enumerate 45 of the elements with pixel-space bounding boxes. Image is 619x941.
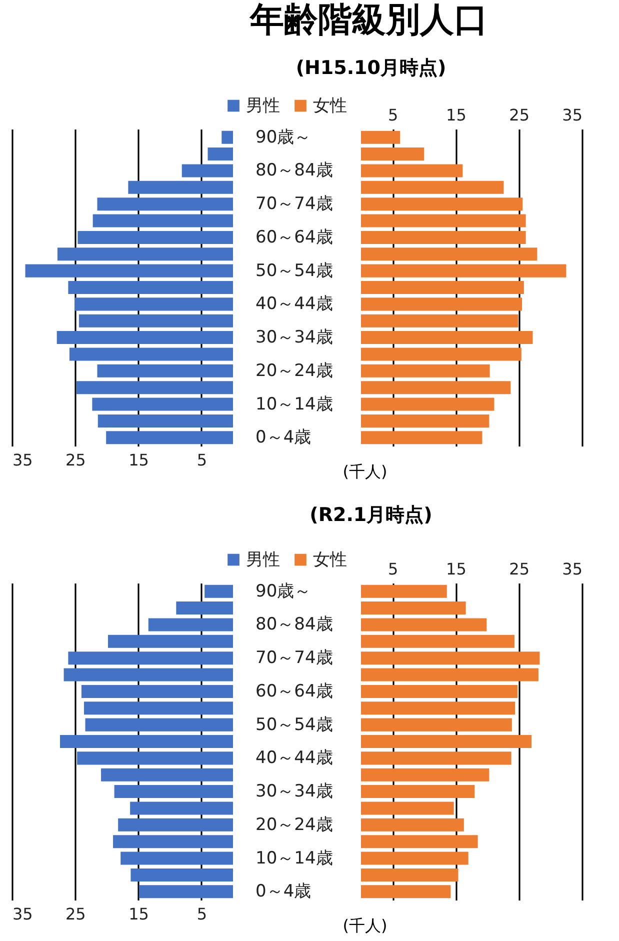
- y-tick-label: 40～44歳: [256, 748, 333, 768]
- y-tick-label: 90歳～: [256, 127, 312, 148]
- x-tick-label: 35: [12, 450, 33, 470]
- y-tick-label: 50～54歳: [256, 714, 333, 735]
- y-tick-label: 20～24歳: [256, 814, 333, 835]
- x-tick-label: 5: [196, 904, 208, 924]
- x-tick-label: 15: [446, 106, 466, 124]
- y-tick-label: 50～54歳: [256, 260, 333, 281]
- chart-subtitle: (R2.1月時点): [310, 504, 432, 526]
- y-tick-label: 30～34歳: [256, 328, 333, 348]
- legend-label: 男性: [246, 96, 280, 116]
- x-tick-label: 5: [388, 106, 398, 124]
- y-tick-label: 60～64歳: [256, 681, 333, 702]
- y-tick-label: 0～4歳: [256, 428, 312, 448]
- x-tick-label: 15: [446, 560, 466, 578]
- legend-label: 男性: [246, 550, 280, 570]
- x-tick-label: 25: [65, 450, 86, 470]
- chart-title: 年齢階級別人口: [249, 0, 488, 40]
- x-tick-label: 25: [509, 106, 530, 124]
- y-tick-label: 40～44歳: [256, 294, 333, 314]
- x-tick-label: 5: [388, 560, 398, 578]
- y-tick-label: 80～84歳: [256, 614, 333, 635]
- legend-label: 女性: [313, 96, 347, 116]
- y-tick-label: 70～74歳: [256, 194, 333, 214]
- text: (千人): [342, 916, 388, 935]
- x-tick-label: 35: [12, 904, 33, 924]
- y-tick-label: 10～14歳: [256, 394, 333, 414]
- y-tick-label: 0～4歳: [256, 882, 312, 902]
- x-tick-label: 5: [196, 450, 208, 470]
- y-tick-label: 10～14歳: [256, 848, 333, 868]
- y-tick-label: 30～34歳: [256, 782, 333, 802]
- x-tick-label: 25: [509, 560, 530, 578]
- x-tick-label: 35: [562, 560, 582, 578]
- x-tick-label: 25: [65, 904, 86, 924]
- y-tick-label: 60～64歳: [256, 227, 333, 248]
- y-tick-label: 90歳～: [256, 581, 312, 602]
- x-tick-label: 35: [562, 106, 582, 124]
- x-tick-label: 15: [128, 904, 149, 924]
- x-tick-label: 15: [128, 450, 149, 470]
- legend-label: 女性: [313, 550, 347, 570]
- y-tick-label: 70～74歳: [256, 648, 333, 668]
- y-tick-label: 20～24歳: [256, 360, 333, 381]
- text: (千人): [342, 462, 388, 481]
- chart-subtitle: (H15.10月時点): [296, 57, 446, 79]
- y-tick-label: 80～84歳: [256, 160, 333, 181]
